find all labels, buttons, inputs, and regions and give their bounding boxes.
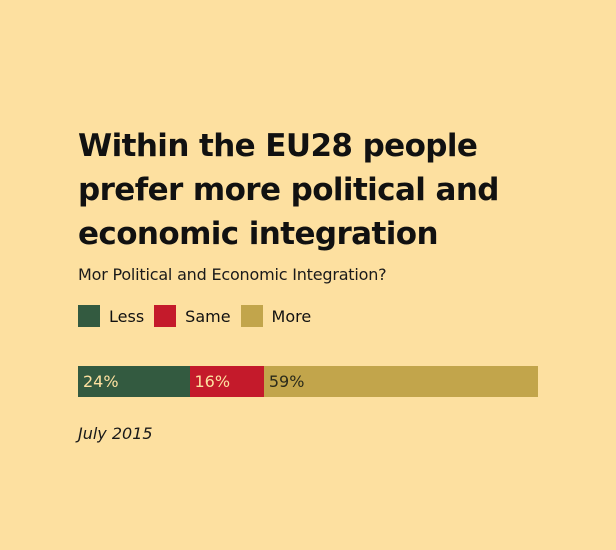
chart-title: Within the EU28 people prefer more polit… [78,128,499,252]
data-label-less: 24% [83,372,119,391]
legend-item-same: Same [154,305,231,327]
legend-label-same: Same [185,306,231,326]
legend-label-more: More [271,306,312,326]
data-label-same: 16% [194,372,231,391]
bar-segment-less: 24% [78,366,190,397]
bar-segment-same: 16% [189,366,264,397]
date-note: July 2015 [78,424,153,443]
stacked-bar: 24% 16% 59% [78,366,538,397]
chart-subtitle: Mor Political and Economic Integration? [78,265,387,284]
legend-swatch-same [154,305,177,327]
bar-segment-more: 59% [263,366,538,397]
legend-swatch-more [240,305,263,327]
legend-item-less: Less [78,305,144,327]
legend-label-less: Less [109,306,145,326]
legend: Less Same More [78,305,321,327]
data-label-more: 59% [268,372,305,391]
legend-item-more: More [240,305,312,327]
legend-swatch-less [78,305,100,327]
